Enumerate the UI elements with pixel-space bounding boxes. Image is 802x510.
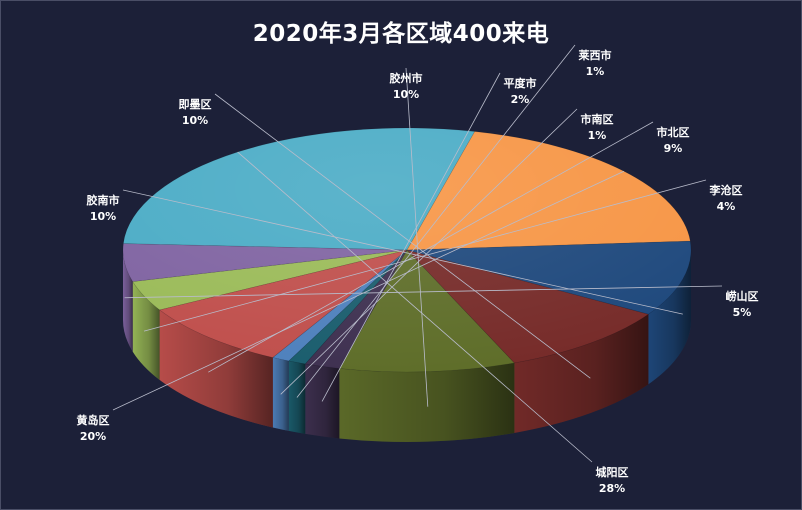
slice-value-10: 5% [733,306,752,319]
slice-value-7: 1% [588,129,607,142]
pie-wall-shade-10 [123,250,133,352]
slice-value-0: 28% [599,482,625,495]
leader-line-4 [405,67,429,407]
pie-wall-shade-8 [159,309,273,428]
pie-wall-shade-3 [514,314,649,433]
leader-line-10 [124,285,723,299]
leader-line-8 [208,121,654,373]
leader-line-6 [296,44,576,398]
leader-line-5 [321,72,501,402]
slice-value-6: 1% [586,65,605,78]
slice-value-3: 10% [182,114,208,127]
slice-label-2: 胶南市 [87,193,120,207]
pie-gloss [123,128,691,372]
slice-value-1: 20% [80,430,106,443]
chart-title: 2020年3月各区域400来电 [252,21,550,47]
slice-label-4: 胶州市 [390,71,423,85]
slice-value-5: 2% [511,93,530,106]
slice-label-7: 市南区 [581,112,614,126]
slice-value-2: 10% [90,210,116,223]
leader-line-9 [143,179,707,332]
pie-wall-shade-4 [339,362,515,442]
leader-line-0 [237,151,593,463]
slice-value-9: 4% [717,200,736,213]
slice-label-6: 莱西市 [579,48,612,62]
slice-label-9: 李沧区 [709,183,743,197]
leader-line-7 [280,108,578,395]
slice-label-5: 平度市 [504,76,537,90]
slice-label-8: 市北区 [657,125,690,139]
slice-label-1: 黄岛区 [77,413,110,427]
slice-label-10: 崂山区 [726,289,759,303]
slice-label-3: 即墨区 [179,98,212,111]
slice-value-8: 9% [664,142,683,155]
leader-line-1 [112,170,625,411]
pie-wall-shade-2 [648,250,691,385]
leader-line-3 [214,93,591,379]
slice-label-0: 城阳区 [596,465,629,479]
slice-value-4: 10% [393,88,419,101]
